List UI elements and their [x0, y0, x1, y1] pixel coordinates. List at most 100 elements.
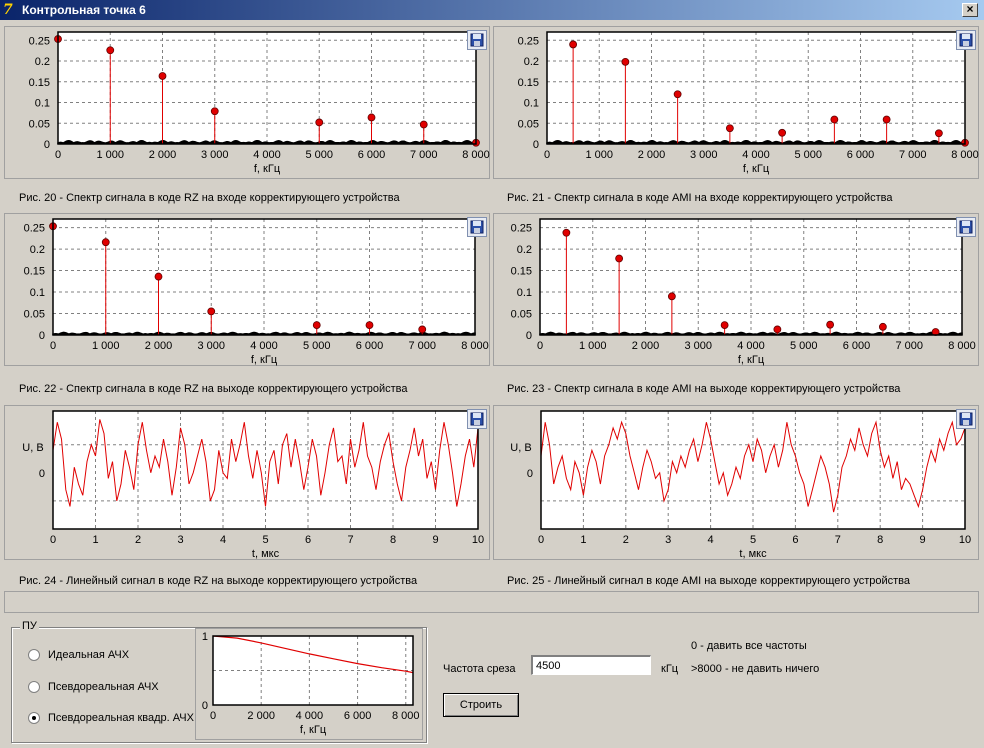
y-axis-label: U, В	[22, 442, 43, 454]
x-tick-label: 2 000	[149, 149, 177, 161]
radio-pseudoreal-squared-indicator[interactable]	[28, 712, 40, 724]
x-tick-label: 1 000	[96, 149, 124, 161]
y-tick-label: 0.1	[517, 287, 532, 299]
stem-marker	[882, 115, 891, 124]
x-tick-label: 2 000	[145, 340, 173, 352]
x-tick-label: 8 000	[392, 710, 420, 722]
save-plot-button[interactable]	[467, 217, 487, 237]
save-plot-button[interactable]	[956, 409, 976, 429]
x-tick-label: 0	[537, 340, 543, 352]
x-tick-label: 1 000	[92, 340, 120, 352]
x-tick-label: 0	[55, 149, 61, 161]
cutoff-frequency-input[interactable]	[531, 655, 651, 675]
plot-frame	[539, 218, 963, 336]
plot-frame	[52, 218, 476, 336]
x-tick-label: 6	[305, 534, 311, 546]
x-tick-label: 7 000	[895, 340, 923, 352]
signal-line	[540, 420, 966, 513]
y-tick-label: 0.2	[30, 244, 45, 256]
x-tick-label: 7	[347, 534, 353, 546]
x-tick-label: 4	[220, 534, 226, 546]
stem-marker	[154, 272, 163, 281]
plot-svg-fig24: 0 1 2 3 4 5 6 7 8 9 10 0 t, мкс U, В	[22, 410, 484, 560]
plot-svg-fig20: 0 1 000 2 000 3 000 4 000 5 000 6 000 7 000 8 00…	[29, 31, 490, 175]
y-tick-label: 0.25	[29, 35, 50, 47]
x-tick-label: 1 000	[579, 340, 607, 352]
y-tick-label: 0.15	[29, 77, 50, 89]
x-tick-label: 8 000	[461, 340, 489, 352]
plot-caption-fig21: Рис. 21 - Спектр сигнала в коде AMI на в…	[507, 192, 893, 204]
stem-marker	[158, 72, 167, 80]
y-tick-label: 0.15	[511, 266, 532, 278]
x-axis-label: f, кГц	[254, 163, 281, 175]
plot-fig20: 0 1 000 2 000 3 000 4 000 5 000 6 000 7 000 8 00…	[4, 26, 490, 179]
x-tick-label: 4 000	[742, 149, 770, 161]
x-tick-label: 1	[92, 534, 98, 546]
title-bar: 7 Контрольная точка 6 ×	[0, 0, 984, 20]
plot-frame	[52, 410, 479, 530]
plot-fig23: 0 1 000 2 000 3 000 4 000 5 000 6 000 7 000 8 00…	[493, 213, 979, 366]
x-tick-label: 4 000	[253, 149, 281, 161]
x-tick-label: 0	[210, 710, 216, 722]
y-tick-label: 0.1	[30, 287, 45, 299]
y-tick-label: 0.1	[35, 98, 50, 110]
plot-area	[541, 411, 965, 529]
close-button[interactable]: ×	[962, 3, 978, 17]
floppy-disk-icon	[959, 33, 973, 47]
x-tick-label: 4 000	[296, 710, 324, 722]
y-tick-label: 0.25	[24, 223, 45, 235]
plot-caption-fig22: Рис. 22 - Спектр сигнала в коде RZ на вы…	[19, 383, 408, 395]
plot-area	[213, 636, 413, 705]
save-plot-button[interactable]	[956, 217, 976, 237]
x-tick-label: 7 000	[899, 149, 927, 161]
y-tick-label: 0.25	[518, 35, 539, 47]
floppy-disk-icon	[959, 412, 973, 426]
stem-marker	[826, 320, 835, 329]
save-plot-button[interactable]	[467, 30, 487, 50]
y-tick-label: 0.15	[24, 266, 45, 278]
plot-svg-fig22: 0 1 000 2 000 3 000 4 000 5 000 6 000 7 000 8 00…	[24, 218, 489, 366]
status-bar	[4, 591, 979, 613]
x-tick-label: 7	[835, 534, 841, 546]
plot-frame	[540, 410, 966, 530]
radio-ideal-indicator[interactable]	[28, 649, 40, 661]
noise-floor	[546, 139, 966, 144]
radio-pseudoreal-label: Псевдореальная АЧХ	[48, 681, 159, 693]
save-plot-button[interactable]	[467, 409, 487, 429]
y-tick-label: 0	[39, 468, 45, 480]
save-plot-button[interactable]	[956, 30, 976, 50]
x-tick-label: 3	[665, 534, 671, 546]
x-tick-label: 7 000	[410, 149, 438, 161]
x-tick-label: 8	[877, 534, 883, 546]
stem-marker	[615, 254, 624, 263]
stem-marker	[312, 321, 321, 330]
stem-marker	[210, 107, 219, 116]
x-tick-label: 6 000	[356, 340, 384, 352]
plot-frame	[57, 31, 477, 145]
x-tick-label: 3 000	[690, 149, 718, 161]
x-tick-label: 6 000	[344, 710, 372, 722]
y-tick-label: 0.2	[524, 56, 539, 68]
x-tick-label: 2	[623, 534, 629, 546]
stem-marker	[934, 129, 943, 138]
x-tick-label: 10	[959, 534, 971, 546]
x-axis-label: t, мкс	[739, 548, 767, 560]
y-tick-label: 0	[533, 139, 539, 151]
radio-pseudoreal-indicator[interactable]	[28, 681, 40, 693]
floppy-disk-icon	[470, 220, 484, 234]
radio-ideal-response[interactable]: Идеальная АЧХ	[28, 647, 129, 663]
x-tick-label: 0	[544, 149, 550, 161]
radio-pseudoreal-response[interactable]: Псевдореальная АЧХ	[28, 679, 159, 695]
plot-fig21: 0 1 000 2 000 3 000 4 000 5 000 6 000 7 000 8 00…	[493, 26, 979, 179]
x-tick-label: 2	[135, 534, 141, 546]
radio-pseudoreal-squared-response[interactable]: Псевдореальная квадр. АЧХ	[28, 710, 194, 726]
floppy-disk-icon	[470, 33, 484, 47]
y-tick-label: 0.15	[518, 77, 539, 89]
x-axis-label: f, кГц	[300, 724, 327, 736]
y-tick-label: 0	[202, 700, 208, 712]
control-panel-title: ПУ	[20, 620, 39, 632]
y-tick-label: 1	[202, 631, 208, 643]
x-tick-label: 0	[50, 534, 56, 546]
hint-suppress-none: >8000 - не давить ничего	[691, 663, 820, 675]
build-button[interactable]: Строить	[443, 693, 519, 717]
